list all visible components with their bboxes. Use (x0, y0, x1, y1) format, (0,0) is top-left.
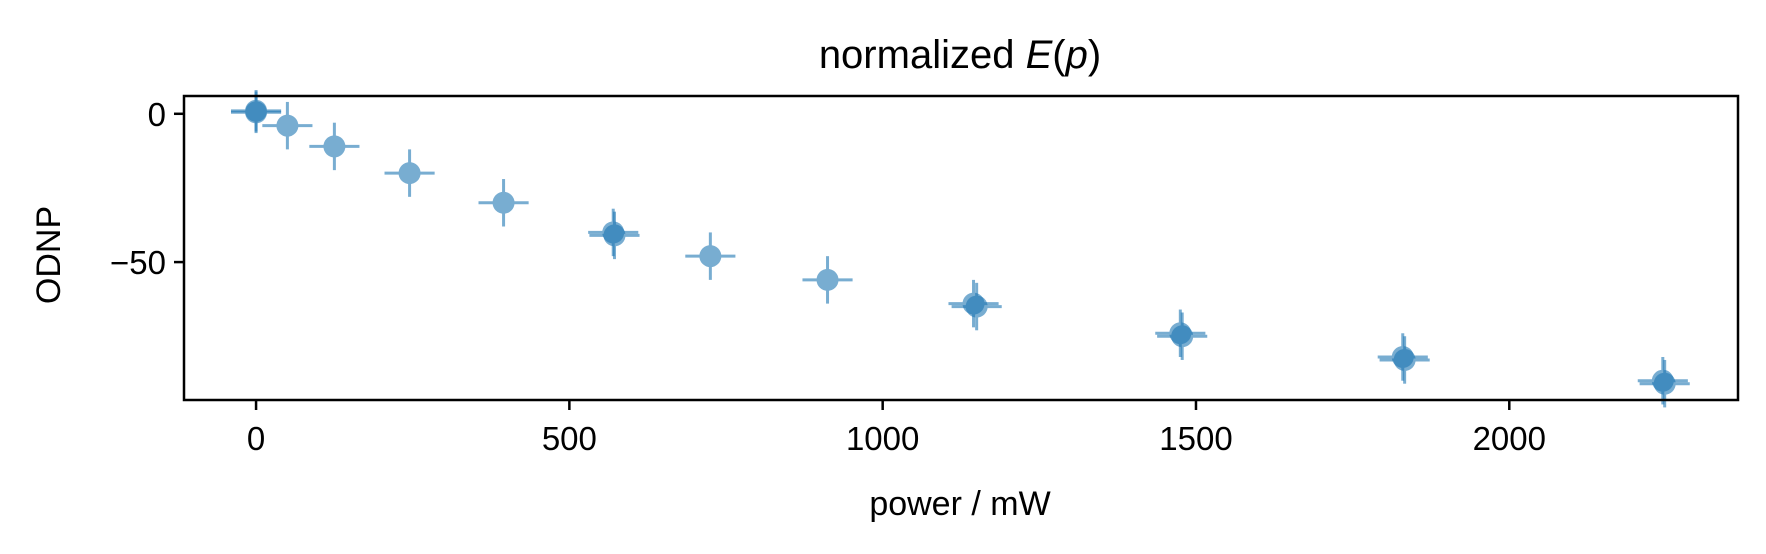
point-marker (398, 162, 421, 185)
data-point (230, 91, 282, 134)
point-marker (323, 135, 346, 158)
x-axis-label: power / mW (869, 485, 1050, 523)
data-point (478, 179, 529, 227)
data-point (262, 101, 313, 150)
point-marker (1393, 348, 1416, 371)
x-tick-label: 1000 (846, 420, 919, 457)
data-point (1157, 312, 1208, 360)
x-tick-label: 500 (542, 420, 597, 457)
x-tick-label: 0 (247, 420, 265, 457)
x-tick-label: 1500 (1159, 420, 1232, 457)
chart-title-e: E (1026, 33, 1054, 77)
chart-title-close-paren: ) (1088, 33, 1101, 77)
chart-title: normalized E(p) (819, 33, 1101, 77)
chart-title-p: p (1065, 33, 1088, 77)
point-marker (276, 114, 299, 137)
point-marker (965, 295, 988, 318)
data-point (384, 149, 435, 197)
x-tick-label: 2000 (1473, 420, 1546, 457)
point-marker (245, 101, 268, 124)
x-axis-ticks: 0 500 1000 1500 2000 (247, 400, 1546, 457)
y-axis-label: ODNP (30, 206, 68, 304)
point-marker (699, 245, 722, 268)
y-tick-label: 0 (148, 96, 166, 133)
plot-frame (182, 94, 1740, 402)
point-marker (1171, 325, 1194, 348)
data-point (802, 256, 853, 304)
chart-title-prefix: normalized (819, 33, 1026, 77)
point-marker (1653, 372, 1676, 395)
point-marker (603, 224, 626, 247)
plot-area (230, 90, 1690, 408)
point-marker (492, 191, 515, 214)
y-axis-ticks: 0 −50 (110, 96, 184, 281)
data-point (685, 232, 736, 280)
data-point (309, 122, 360, 171)
point-marker (816, 268, 839, 291)
data-point (589, 211, 640, 260)
data-point (1379, 336, 1430, 384)
data-point (951, 282, 1002, 331)
chart-title-open-paren: ( (1052, 33, 1066, 77)
y-tick-label: −50 (110, 244, 166, 281)
